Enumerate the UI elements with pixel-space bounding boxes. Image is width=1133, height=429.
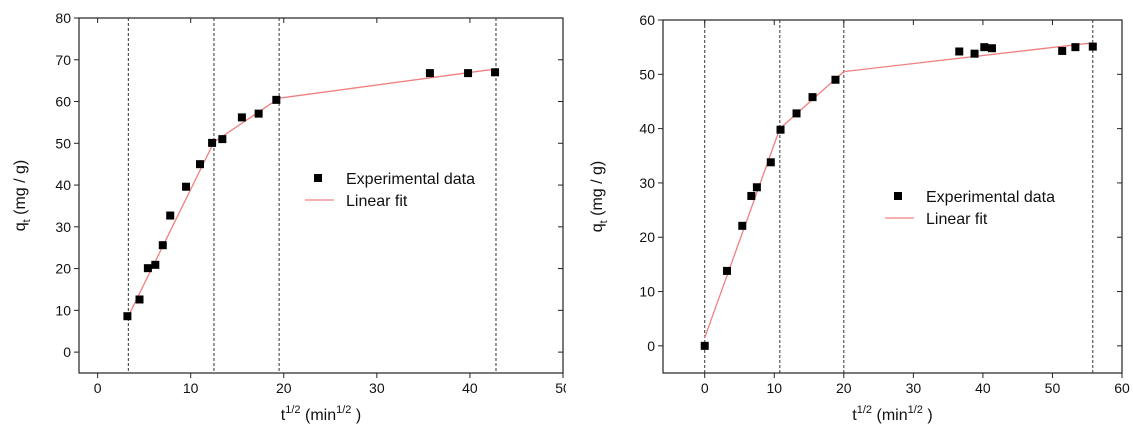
data-point [1071, 43, 1080, 52]
plot-frame [662, 19, 1123, 374]
y-tick-label: 60 [55, 94, 71, 110]
legend-marker [314, 174, 322, 182]
data-point [218, 135, 227, 144]
x-tick-label: 0 [701, 380, 709, 396]
y-tick-label: 20 [639, 229, 655, 245]
legend-label-experimental: Experimental data [926, 189, 1055, 206]
data-point [166, 211, 175, 220]
y-tick-label: 40 [639, 121, 655, 137]
y-tick-label: 0 [647, 338, 655, 354]
data-point [135, 295, 144, 304]
data-point [808, 93, 817, 102]
data-point [491, 68, 500, 77]
y-axis-label: qt (mg / g) [589, 161, 610, 233]
data-point [464, 69, 473, 78]
plot-frame [78, 17, 564, 374]
data-point [766, 158, 775, 167]
y-tick-label: 60 [639, 12, 655, 28]
y-tick-label: 30 [55, 219, 71, 235]
data-point [1088, 42, 1097, 51]
data-point [970, 49, 979, 58]
chart-left: 0102030405001020304050607080t1/2 (min1/2… [12, 10, 566, 424]
data-point [425, 69, 434, 78]
linear-fit-segment [279, 68, 497, 99]
y-tick-label: 10 [55, 302, 71, 318]
y-label-base: q [12, 222, 29, 231]
x-label-rest: (min [872, 407, 908, 424]
y-tick-label: 0 [63, 344, 71, 360]
x-label-sup2: 1/2 [336, 404, 351, 416]
legend-label-fit: Linear fit [346, 193, 408, 210]
legend-label-experimental: Experimental data [346, 171, 475, 188]
data-point [776, 125, 785, 134]
x-label-end: ) [351, 407, 361, 424]
data-point [123, 312, 132, 321]
y-axis-label: qt (mg / g) [12, 160, 33, 232]
data-point [792, 109, 801, 118]
x-tick-label: 0 [94, 380, 102, 396]
y-tick-label: 40 [55, 177, 71, 193]
linear-fit-segment [213, 97, 280, 143]
x-tick-label: 60 [1114, 380, 1130, 396]
data-point [143, 264, 152, 273]
y-label-rest: (mg / g) [589, 161, 606, 221]
x-tick-label: 40 [462, 380, 478, 396]
data-point [955, 47, 964, 56]
x-tick-label: 40 [975, 380, 991, 396]
y-label-rest: (mg / g) [12, 160, 29, 220]
y-label-base: q [589, 223, 606, 232]
y-tick-label: 20 [55, 261, 71, 277]
data-point [237, 113, 246, 122]
x-tick-label: 50 [1045, 380, 1061, 396]
y-tick-label: 30 [639, 175, 655, 191]
data-point [831, 75, 840, 84]
data-point [208, 138, 217, 147]
data-point [1058, 46, 1067, 55]
data-point [158, 241, 167, 250]
x-label-rest: (min [301, 407, 337, 424]
data-point [151, 260, 160, 269]
x-axis-label: t1/2 (min1/2 ) [852, 404, 932, 424]
data-point [196, 160, 204, 169]
y-tick-label: 70 [55, 52, 71, 68]
x-label-sup: 1/2 [285, 404, 300, 416]
linear-fit-segment [843, 42, 1093, 73]
y-label-sub: t [598, 220, 610, 223]
x-tick-label: 10 [766, 380, 782, 396]
data-point [182, 182, 191, 191]
x-label-sup2: 1/2 [908, 404, 923, 416]
y-tick-label: 50 [639, 66, 655, 82]
x-tick-label: 20 [276, 380, 292, 396]
data-point [987, 44, 996, 53]
y-label-sub: t [21, 219, 33, 222]
x-label-base: t [852, 407, 857, 424]
x-label-sup: 1/2 [857, 404, 872, 416]
x-tick-label: 50 [555, 380, 566, 396]
x-axis-label: t1/2 (min1/2 ) [281, 404, 361, 424]
x-tick-label: 10 [183, 380, 199, 396]
y-tick-label: 80 [55, 10, 71, 26]
data-point [752, 183, 761, 192]
legend-label-fit: Linear fit [926, 211, 988, 228]
x-label-end: ) [923, 407, 933, 424]
linear-fit-segment [127, 141, 215, 317]
data-point [747, 191, 756, 200]
x-label-base: t [281, 407, 286, 424]
data-point [738, 221, 747, 230]
data-point [980, 43, 989, 52]
data-point [254, 109, 263, 118]
y-tick-label: 10 [639, 284, 655, 300]
y-tick-label: 50 [55, 135, 71, 151]
x-tick-label: 30 [369, 380, 385, 396]
data-point [272, 95, 281, 104]
data-point [722, 266, 731, 275]
x-tick-label: 30 [906, 380, 922, 396]
x-tick-label: 20 [836, 380, 852, 396]
data-point [700, 341, 709, 350]
legend-marker [894, 192, 902, 200]
